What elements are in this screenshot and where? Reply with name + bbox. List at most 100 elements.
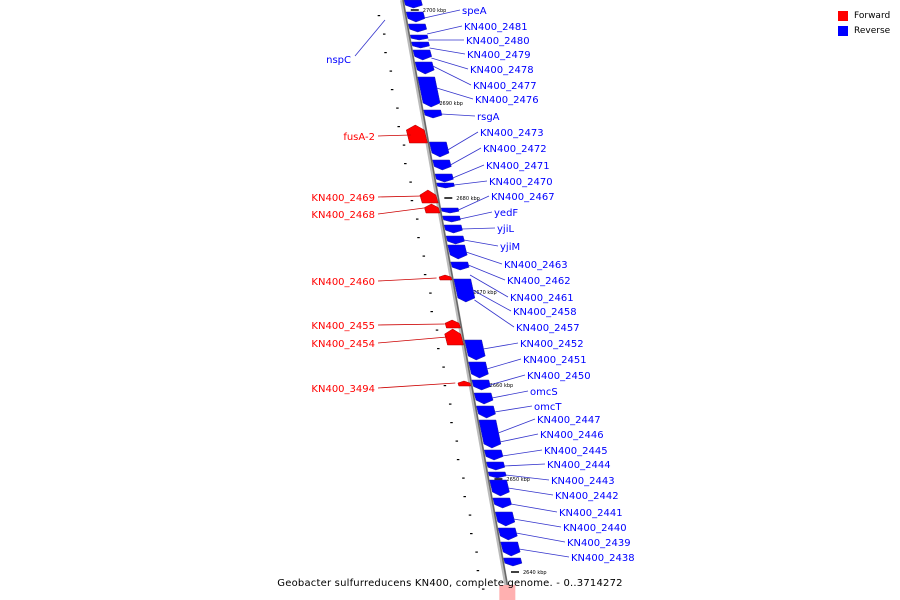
minor-tick — [397, 126, 400, 128]
reverse-gene-arrow — [414, 61, 435, 75]
label-leader — [486, 358, 522, 370]
label-leader — [468, 264, 506, 281]
map-title: Geobacter sulfurreducens KN400, complete… — [277, 578, 623, 589]
label-leader — [502, 449, 543, 457]
label-leader — [432, 65, 472, 86]
reverse-gene-label: KN400_2479 — [467, 50, 531, 61]
forward-gene-arrow — [457, 380, 472, 387]
minor-tick — [396, 107, 399, 109]
forward-gene-label: KN400_2454 — [311, 339, 375, 350]
reverse-gene-arrow — [432, 159, 452, 171]
reverse-gene-label: KN400_2444 — [547, 460, 611, 471]
legend-item-forward: Forward — [838, 8, 890, 23]
reverse-gene-arrow — [489, 479, 510, 497]
label-leader — [450, 147, 482, 166]
reverse-gene-label: KN400_2481 — [464, 22, 528, 33]
tick-label: 2640 kbp — [523, 570, 547, 576]
minor-tick — [448, 403, 452, 405]
map-caption: Geobacter sulfurreducens KN400, complete… — [0, 578, 900, 589]
reverse-gene-label: KN400_2463 — [504, 260, 568, 271]
minor-tick — [422, 255, 426, 257]
label-leader — [377, 195, 422, 198]
tick-label: 2690 kbp — [439, 101, 463, 107]
reverse-gene-arrow — [492, 497, 512, 509]
label-leader — [489, 374, 526, 386]
forward-gene-arrow — [406, 124, 428, 144]
forward-gene-arrow — [419, 189, 439, 204]
gene-labels: speA KN400_2481 KN400_2480 KN400_2479 KN400_… — [311, 6, 634, 564]
reverse-gene-arrow — [434, 173, 454, 183]
reverse-gene-label: yjiM — [500, 242, 520, 253]
reverse-gene-arrow — [471, 379, 491, 391]
legend: Forward Reverse — [838, 8, 890, 38]
label-leader — [377, 323, 445, 326]
reverse-gene-label: KN400_2446 — [540, 430, 604, 441]
reverse-swatch — [838, 25, 848, 36]
reverse-gene-label: KN400_2438 — [571, 553, 635, 564]
tick-marks: 2700 kbp 2690 kbp 2680 kbp 2670 kbp 2660 kbp… — [377, 8, 547, 590]
reverse-gene-label: KN400_2458 — [513, 307, 577, 318]
legend-forward-label: Forward — [854, 10, 891, 21]
label-leader — [474, 299, 515, 328]
minor-tick — [410, 200, 414, 202]
minor-tick — [470, 533, 473, 535]
label-leader — [459, 211, 493, 220]
reverse-gene-label: KN400_2452 — [520, 339, 584, 350]
tick-label: 2650 kbp — [506, 477, 530, 483]
reverse-gene-label: yjiL — [497, 224, 514, 235]
minor-tick — [455, 440, 459, 442]
reverse-gene-label: KN400_2461 — [510, 293, 574, 304]
reverse-gene-label: KN400_2462 — [507, 276, 571, 287]
reverse-gene-label: KN400_2476 — [475, 95, 539, 106]
minor-tick — [390, 89, 394, 91]
label-leader — [377, 207, 425, 215]
reverse-gene-label: KN400_2450 — [527, 371, 591, 382]
label-leader — [472, 289, 512, 312]
forward-gene-label: KN400_2468 — [311, 210, 375, 221]
reverse-gene-arrow — [503, 557, 523, 567]
minor-tick — [430, 311, 433, 313]
forward-gene-arrow — [444, 328, 464, 346]
label-leader — [461, 227, 496, 230]
reverse-gene-arrow — [423, 109, 443, 119]
label-leader — [453, 180, 488, 186]
label-leader — [465, 251, 503, 265]
reverse-gene-label: KN400_2442 — [555, 491, 619, 502]
reverse-gene-arrow — [497, 527, 518, 541]
minor-tick — [402, 144, 406, 146]
reverse-gene-arrow — [411, 41, 430, 49]
label-leader — [463, 239, 499, 247]
label-leader — [424, 9, 461, 19]
reverse-gene-arrow — [403, 0, 423, 9]
reverse-gene-arrow — [487, 471, 507, 479]
reverse-gene-label: nspC — [326, 55, 351, 66]
label-leader — [507, 487, 554, 496]
minor-tick — [442, 366, 445, 368]
forward-swatch — [838, 10, 848, 21]
minor-tick — [456, 459, 460, 461]
reverse-gene-arrow — [407, 23, 428, 33]
label-leader — [426, 25, 463, 35]
reverse-gene-arrow — [440, 207, 460, 214]
reverse-gene-label: KN400_2445 — [544, 446, 608, 457]
label-leader — [505, 474, 550, 481]
reverse-gene-label: omcT — [534, 402, 562, 413]
forward-gene-label: KN400_2460 — [311, 277, 375, 288]
reverse-gene-arrow — [500, 541, 521, 557]
reverse-gene-label: KN400_2441 — [559, 508, 623, 519]
reverse-gene-arrow — [405, 11, 426, 23]
reverse-gene-arrow — [412, 49, 433, 61]
label-leader — [491, 390, 529, 399]
reverse-gene-arrow — [473, 392, 494, 405]
label-leader — [441, 113, 476, 117]
label-leader — [447, 131, 479, 151]
minor-tick — [423, 274, 427, 276]
minor-tick — [417, 237, 420, 239]
minor-tick — [437, 348, 440, 350]
forward-gene-arrow — [438, 274, 453, 281]
reverse-gene-label: KN400_2472 — [483, 144, 547, 155]
reverse-gene-label: KN400_2473 — [480, 128, 544, 139]
reverse-gene-label: KN400_2439 — [567, 538, 631, 549]
reverse-gene-arrow — [494, 511, 516, 527]
